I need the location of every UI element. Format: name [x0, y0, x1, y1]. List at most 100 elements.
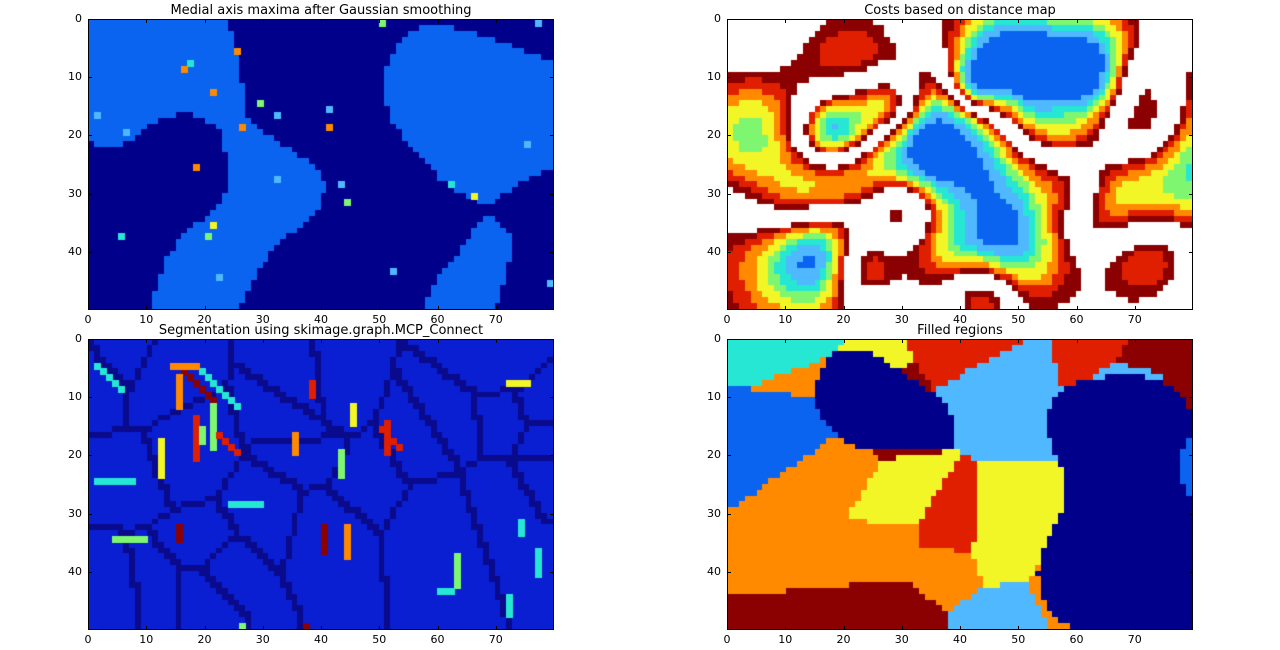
- y-tick-label: 30: [68, 506, 82, 520]
- heatmap-filled-regions: [728, 340, 1192, 629]
- x-tick-label: 50: [372, 633, 387, 646]
- x-tick-mark: [1077, 19, 1078, 23]
- x-tick-mark: [785, 339, 786, 343]
- y-tick-mark: [550, 77, 554, 78]
- y-tick-label: 0: [75, 12, 82, 25]
- x-tick-label: 40: [953, 633, 967, 646]
- x-tick-label: 20: [197, 633, 212, 646]
- y-tick-label: 30: [68, 186, 82, 200]
- y-tick-mark: [550, 194, 554, 195]
- x-tick-label: 30: [255, 313, 270, 326]
- x-tick-label: 20: [197, 313, 212, 326]
- y-tick-mark: [88, 572, 92, 573]
- y-tick-mark: [1189, 455, 1193, 456]
- x-tick-mark: [727, 306, 728, 310]
- y-tick-label: 40: [707, 244, 721, 258]
- x-tick-mark: [496, 339, 497, 343]
- x-tick-mark: [379, 19, 380, 23]
- x-tick-mark: [1018, 626, 1019, 630]
- x-tick-mark: [263, 626, 264, 630]
- y-tick-mark: [88, 455, 92, 456]
- x-tick-label: 50: [1011, 313, 1026, 326]
- x-tick-mark: [1135, 339, 1136, 343]
- x-tick-mark: [785, 19, 786, 23]
- y-tick-label: 10: [68, 70, 82, 84]
- x-tick-mark: [727, 626, 728, 630]
- y-tick-mark: [1189, 135, 1193, 136]
- y-tick-mark: [1189, 77, 1193, 78]
- y-tick-label: 10: [707, 70, 721, 84]
- x-tick-mark: [88, 626, 89, 630]
- y-tick-label: 30: [707, 186, 721, 200]
- x-tick-label: 20: [836, 633, 851, 646]
- x-tick-mark: [379, 306, 380, 310]
- y-tick-mark: [550, 19, 554, 20]
- x-tick-mark: [844, 306, 845, 310]
- x-tick-label: 70: [488, 313, 503, 326]
- y-tick-mark: [88, 194, 92, 195]
- y-tick-mark: [1189, 252, 1193, 253]
- y-tick-mark: [727, 252, 731, 253]
- x-tick-label: 40: [314, 633, 328, 646]
- x-tick-mark: [438, 626, 439, 630]
- x-tick-mark: [1135, 626, 1136, 630]
- y-tick-mark: [550, 572, 554, 573]
- y-tick-mark: [727, 339, 731, 340]
- x-tick-mark: [1077, 339, 1078, 343]
- x-tick-mark: [902, 339, 903, 343]
- x-tick-label: 0: [84, 313, 92, 326]
- y-tick-mark: [550, 514, 554, 515]
- y-tick-mark: [88, 339, 92, 340]
- y-tick-mark: [550, 135, 554, 136]
- y-tick-mark: [1189, 397, 1193, 398]
- x-tick-label: 0: [84, 633, 92, 646]
- x-tick-mark: [1018, 19, 1019, 23]
- y-tick-mark: [727, 572, 731, 573]
- x-tick-mark: [1077, 626, 1078, 630]
- y-tick-mark: [88, 135, 92, 136]
- x-tick-label: 30: [894, 633, 909, 646]
- plot-area: [88, 19, 554, 310]
- x-tick-mark: [438, 19, 439, 23]
- x-tick-mark: [727, 339, 728, 343]
- heatmap-costs: [728, 20, 1192, 309]
- x-tick-mark: [902, 19, 903, 23]
- x-tick-mark: [1135, 306, 1136, 310]
- x-tick-mark: [844, 626, 845, 630]
- y-tick-label: 20: [68, 128, 82, 142]
- x-tick-mark: [321, 626, 322, 630]
- y-tick-mark: [1189, 514, 1193, 515]
- y-tick-mark: [88, 77, 92, 78]
- x-tick-mark: [438, 339, 439, 343]
- y-tick-label: 0: [75, 332, 82, 345]
- y-tick-label: 0: [714, 332, 721, 345]
- y-tick-label: 20: [707, 448, 721, 462]
- x-tick-mark: [205, 626, 206, 630]
- y-tick-label: 30: [707, 506, 721, 520]
- y-tick-label: 40: [68, 564, 82, 578]
- x-tick-mark: [321, 306, 322, 310]
- y-tick-label: 20: [707, 128, 721, 142]
- y-tick-mark: [1189, 194, 1193, 195]
- x-tick-mark: [88, 339, 89, 343]
- y-tick-mark: [550, 339, 554, 340]
- x-tick-label: 50: [372, 313, 387, 326]
- y-tick-mark: [1189, 19, 1193, 20]
- x-tick-mark: [902, 626, 903, 630]
- y-tick-label: 10: [707, 390, 721, 404]
- x-tick-label: 10: [139, 313, 154, 326]
- x-tick-mark: [88, 19, 89, 23]
- x-tick-label: 30: [255, 633, 270, 646]
- y-tick-mark: [727, 77, 731, 78]
- y-tick-mark: [727, 514, 731, 515]
- x-tick-label: 10: [778, 313, 793, 326]
- panel-title: Segmentation using skimage.graph.MCP_Con…: [158, 323, 484, 338]
- x-tick-mark: [496, 306, 497, 310]
- x-tick-mark: [88, 306, 89, 310]
- x-tick-mark: [205, 339, 206, 343]
- x-tick-mark: [727, 19, 728, 23]
- x-tick-label: 60: [1069, 313, 1084, 326]
- panel-title: Costs based on distance map: [864, 3, 1056, 18]
- x-tick-label: 70: [1127, 313, 1142, 326]
- y-tick-mark: [88, 514, 92, 515]
